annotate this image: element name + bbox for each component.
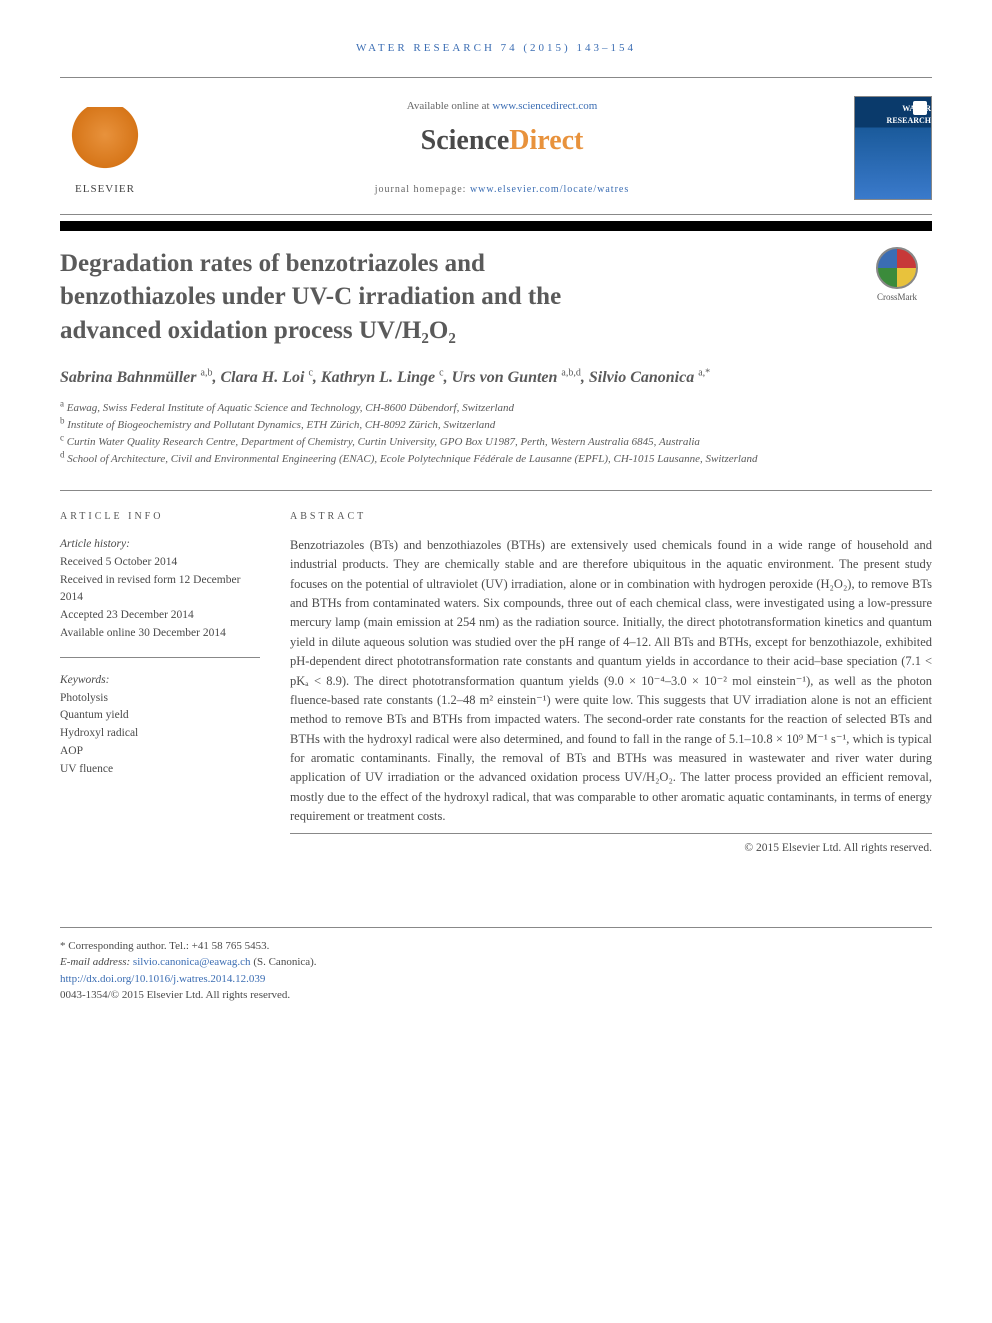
sd-logo-right: Direct [509,125,583,156]
main-row: ARTICLE INFO Article history: Received 5… [60,490,932,857]
sd-logo-left: Science [421,125,510,156]
available-prefix: Available online at [407,100,493,112]
journal-cover[interactable]: WATER RESEARCH [854,96,932,200]
header-center: Available online at www.sciencedirect.co… [150,98,854,198]
doi-link[interactable]: http://dx.doi.org/10.1016/j.watres.2014.… [60,973,265,985]
affiliation-b-text: Institute of Biogeochemistry and Polluta… [67,419,495,431]
crossmark-icon [876,247,918,289]
affiliation-a: a Eawag, Swiss Federal Institute of Aqua… [60,400,932,417]
affiliation-c: c Curtin Water Quality Research Centre, … [60,434,932,451]
black-divider [60,221,932,231]
affiliations: a Eawag, Swiss Federal Institute of Aqua… [60,400,932,468]
keyword: Hydroxyl radical [60,725,260,743]
journal-homepage: journal homepage: www.elsevier.com/locat… [150,182,854,197]
title-line-2: benzothiazoles under UV-C irradiation an… [60,283,561,310]
available-online: Available online at www.sciencedirect.co… [150,98,854,115]
sciencedirect-link[interactable]: www.sciencedirect.com [492,100,597,112]
keyword: Quantum yield [60,707,260,725]
email-link[interactable]: silvio.canonica@eawag.ch [133,956,251,968]
article-title: Degradation rates of benzotriazoles and … [60,247,561,348]
history-label: Article history: [60,536,260,554]
sciencedirect-logo[interactable]: ScienceDirect [150,120,854,162]
article-history: Article history: Received 5 October 2014… [60,536,260,658]
email-suffix: (S. Canonica). [251,956,317,968]
keywords-label: Keywords: [60,672,260,690]
header-citation: WATER RESEARCH 74 (2015) 143–154 [60,40,932,57]
affiliation-d: d School of Architecture, Civil and Envi… [60,451,932,468]
title-row: Degradation rates of benzotriazoles and … [60,247,932,348]
journal-home-link[interactable]: www.elsevier.com/locate/watres [470,184,629,195]
article-info-column: ARTICLE INFO Article history: Received 5… [60,509,260,857]
abstract-copyright: © 2015 Elsevier Ltd. All rights reserved… [290,840,932,857]
history-accepted: Accepted 23 December 2014 [60,607,260,625]
email-line: E-mail address: silvio.canonica@eawag.ch… [60,954,932,971]
issn-line: 0043-1354/© 2015 Elsevier Ltd. All right… [60,987,932,1004]
keyword: Photolysis [60,690,260,708]
abstract-text: Benzotriazoles (BTs) and benzothiazoles … [290,536,932,834]
journal-cover-title: WATER RESEARCH [877,103,931,127]
history-received: Received 5 October 2014 [60,554,260,572]
abstract-column: ABSTRACT Benzotriazoles (BTs) and benzot… [290,509,932,857]
elsevier-logo[interactable]: ELSEVIER [60,98,150,198]
keyword: AOP [60,743,260,761]
title-line-3: advanced oxidation process UV/H₂O₂ [60,317,456,344]
email-label: E-mail address: [60,956,133,968]
history-online: Available online 30 December 2014 [60,625,260,643]
journal-home-label: journal homepage: [375,184,470,195]
crossmark-badge[interactable]: CrossMark [862,247,932,305]
footer: * Corresponding author. Tel.: +41 58 765… [60,927,932,1004]
crossmark-label: CrossMark [877,292,917,302]
header-band: ELSEVIER Available online at www.science… [60,77,932,215]
authors: Sabrina Bahnmüller a,b, Clara H. Loi c, … [60,366,932,390]
abstract-head: ABSTRACT [290,509,932,524]
elsevier-tree-icon [70,107,140,177]
title-line-1: Degradation rates of benzotriazoles and [60,250,485,277]
article-info-head: ARTICLE INFO [60,509,260,524]
affiliation-a-text: Eawag, Swiss Federal Institute of Aquati… [67,402,514,414]
keyword: UV fluence [60,761,260,779]
keywords-block: Keywords: Photolysis Quantum yield Hydro… [60,672,260,793]
affiliation-c-text: Curtin Water Quality Research Centre, De… [67,436,700,448]
affiliation-d-text: School of Architecture, Civil and Enviro… [67,453,757,465]
elsevier-text: ELSEVIER [75,181,135,198]
affiliation-b: b Institute of Biogeochemistry and Pollu… [60,417,932,434]
corresponding-author: * Corresponding author. Tel.: +41 58 765… [60,938,932,955]
history-revised: Received in revised form 12 December 201… [60,572,260,608]
